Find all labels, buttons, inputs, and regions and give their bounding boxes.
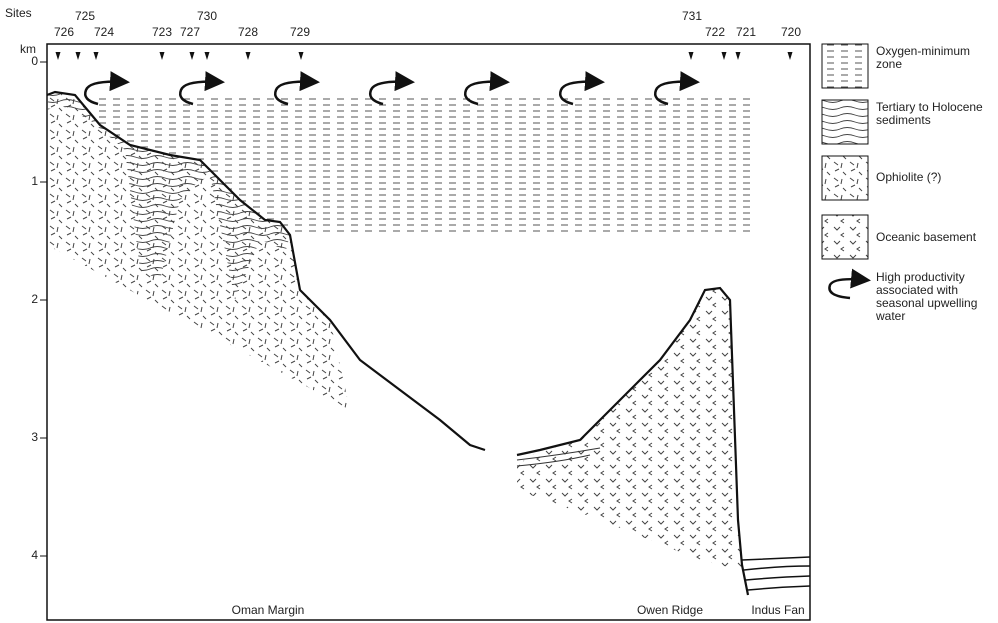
- oceanic-basement: [517, 288, 742, 570]
- site-marker: [689, 52, 694, 60]
- legend-text: Ophiolite (?): [876, 170, 941, 184]
- site-marker: [76, 52, 81, 60]
- legend-text: water: [875, 309, 905, 323]
- legend-text: associated with: [876, 283, 958, 297]
- site-label: 727: [180, 25, 200, 39]
- depth-tick-label: 2: [31, 292, 38, 306]
- depth-tick-label: 0: [31, 54, 38, 68]
- depth-tick-label: 4: [31, 548, 38, 562]
- legend-swatch: [822, 215, 868, 259]
- site-label: 724: [94, 25, 114, 39]
- site-label: 731: [682, 9, 702, 23]
- site-label: 728: [238, 25, 258, 39]
- region-label: Indus Fan: [751, 603, 804, 617]
- site-marker: [246, 52, 251, 60]
- depth-tick-label: 3: [31, 430, 38, 444]
- sites-label: Sites: [5, 6, 32, 20]
- site-marker: [205, 52, 210, 60]
- site-label: 722: [705, 25, 725, 39]
- legend-text: zone: [876, 57, 902, 71]
- region-label: Oman Margin: [232, 603, 305, 617]
- site-label: 721: [736, 25, 756, 39]
- site-label: 723: [152, 25, 172, 39]
- legend-text: seasonal upwelling: [876, 296, 977, 310]
- legend-upwelling-symbol: [829, 279, 866, 298]
- site-label: 720: [781, 25, 801, 39]
- legend-swatch: [822, 156, 868, 200]
- cross-section: [47, 44, 810, 620]
- site-marker: [160, 52, 165, 60]
- site-marker: [788, 52, 793, 60]
- site-marker: [299, 52, 304, 60]
- legend-swatch: [822, 44, 868, 88]
- legend-text: High productivity: [876, 270, 965, 284]
- legend-text: Tertiary to Holocene: [876, 100, 983, 114]
- region-label: Owen Ridge: [637, 603, 703, 617]
- depth-tick-label: 1: [31, 174, 38, 188]
- legend-swatch: [822, 100, 868, 144]
- site-marker: [56, 52, 61, 60]
- site-marker: [190, 52, 195, 60]
- site-label: 726: [54, 25, 74, 39]
- site-marker: [94, 52, 99, 60]
- site-label: 725: [75, 9, 95, 23]
- legend-text: Oxygen-minimum: [876, 44, 970, 58]
- indus-fan: [742, 557, 810, 590]
- site-marker: [736, 52, 741, 60]
- legend-text: Oceanic basement: [876, 230, 977, 244]
- legend-text: sediments: [876, 113, 931, 127]
- site-label: 730: [197, 9, 217, 23]
- diagram: Oxygen-minimumzoneTertiary to Holocenese…: [0, 0, 998, 623]
- site-label: 729: [290, 25, 310, 39]
- site-marker: [722, 52, 727, 60]
